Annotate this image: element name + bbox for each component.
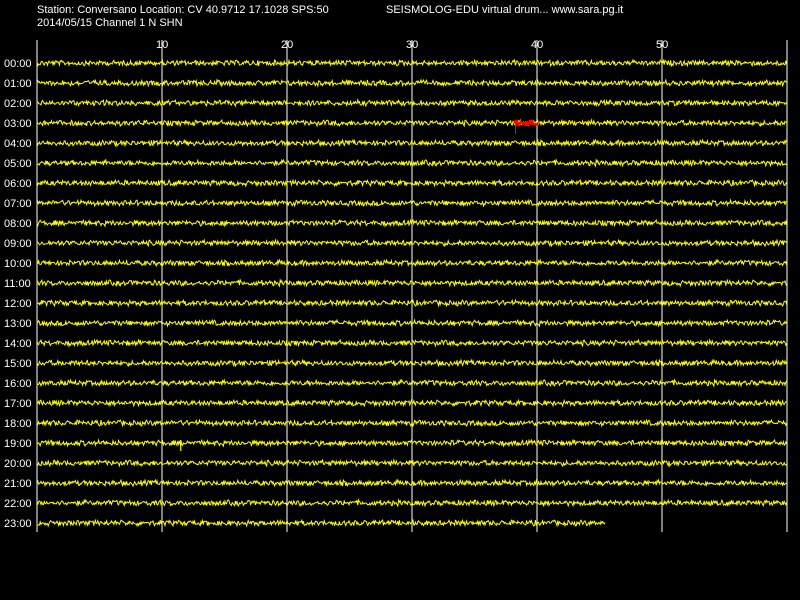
station-info: Station: Conversano Location: CV 40.9712… xyxy=(37,4,329,16)
hour-label: 23:00 xyxy=(4,518,32,530)
minute-tick-label: 30 xyxy=(406,39,418,51)
hour-label: 12:00 xyxy=(4,298,32,310)
minute-tick-label: 40 xyxy=(531,39,543,51)
hour-label: 18:00 xyxy=(4,418,32,430)
date-channel-info: 2014/05/15 Channel 1 N SHN xyxy=(37,17,183,29)
minute-axis: 10 20 30 40 50 xyxy=(156,39,668,51)
hour-label: 19:00 xyxy=(4,438,32,450)
hour-label: 08:00 xyxy=(4,218,32,230)
trace-hour-5 xyxy=(36,158,787,168)
hour-label: 05:00 xyxy=(4,158,32,170)
trace-hour-1 xyxy=(36,78,787,88)
trace-hour-4 xyxy=(36,138,788,148)
trace-hour-11 xyxy=(36,278,788,288)
trace-hour-6 xyxy=(36,178,788,188)
hour-label: 02:00 xyxy=(4,98,32,110)
trace-hour-7 xyxy=(36,198,787,208)
trace-hour-10 xyxy=(36,258,788,268)
traces xyxy=(36,58,788,528)
hour-label: 11:00 xyxy=(4,278,31,290)
trace-hour-23 xyxy=(36,518,606,528)
app-title: SEISMOLOG-EDU virtual drum... www.sara.p… xyxy=(386,4,624,16)
hour-label: 14:00 xyxy=(4,338,32,350)
hour-label: 06:00 xyxy=(4,178,32,190)
trace-hour-21 xyxy=(36,478,787,488)
hour-label: 16:00 xyxy=(4,378,32,390)
minute-tick-label: 50 xyxy=(656,39,668,51)
hour-label: 22:00 xyxy=(4,498,32,510)
trace-hour-19 xyxy=(36,438,788,448)
hour-label: 17:00 xyxy=(4,398,32,410)
trace-hour-2 xyxy=(36,98,787,108)
minute-tick-label: 10 xyxy=(156,39,168,51)
trace-hour-16 xyxy=(36,378,788,388)
trace-hour-14 xyxy=(36,338,788,348)
trace-hour-9 xyxy=(36,238,787,248)
hour-label: 01:00 xyxy=(4,78,32,90)
seismic-event xyxy=(513,119,540,127)
hour-label: 21:00 xyxy=(4,478,32,490)
hour-label: 15:00 xyxy=(4,358,32,370)
hour-axis: 00:00 01:00 02:00 03:00 04:00 05:00 06:00 07:00… xyxy=(4,58,32,530)
trace-hour-17 xyxy=(36,398,787,408)
hour-label: 09:00 xyxy=(4,238,32,250)
hour-label: 20:00 xyxy=(4,458,32,470)
trace-hour-0 xyxy=(36,58,788,68)
trace-hour-22 xyxy=(36,498,788,508)
trace-hour-12 xyxy=(36,298,788,308)
events xyxy=(513,119,540,134)
hour-label: 13:00 xyxy=(4,318,32,330)
hour-label: 10:00 xyxy=(4,258,32,270)
trace-hour-20 xyxy=(36,458,787,468)
grid xyxy=(36,40,788,532)
trace-hour-18 xyxy=(36,418,788,428)
hour-label: 03:00 xyxy=(4,118,32,130)
trace-hour-13 xyxy=(36,318,788,328)
hour-label: 04:00 xyxy=(4,138,32,150)
trace-hour-15 xyxy=(36,358,788,368)
hour-label: 00:00 xyxy=(4,58,32,70)
minute-tick-label: 20 xyxy=(281,39,293,51)
trace-hour-8 xyxy=(36,218,788,228)
hour-label: 07:00 xyxy=(4,198,32,210)
trace-hour-3 xyxy=(36,118,787,128)
